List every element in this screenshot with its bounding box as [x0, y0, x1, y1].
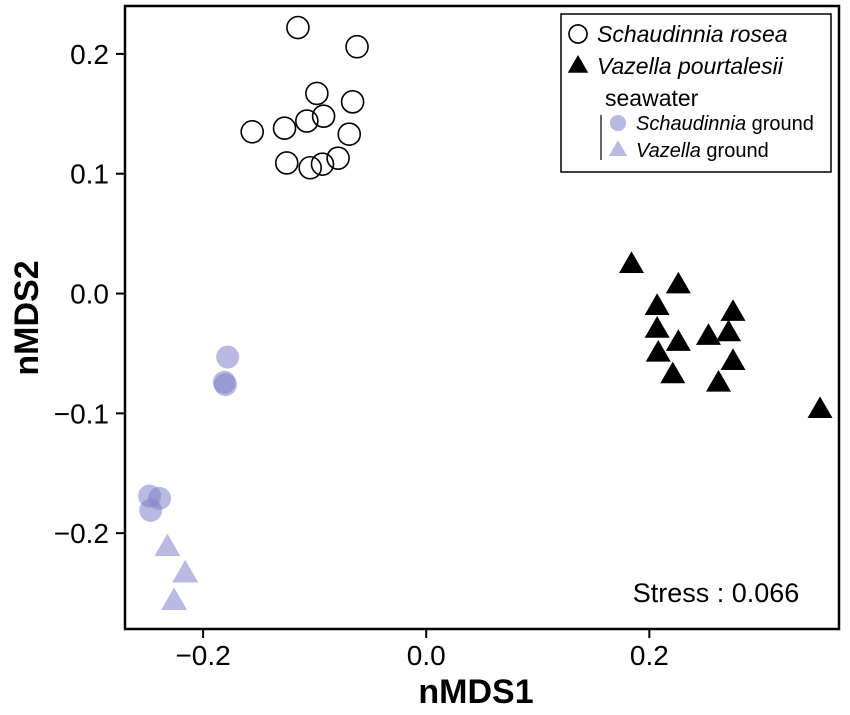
data-point-vazella: [695, 323, 721, 345]
data-point-schaudinnia: [305, 81, 329, 106]
x-axis-title: nMDS1: [418, 673, 533, 710]
data-point-vazella: [716, 319, 742, 342]
data-point-vazella: [618, 251, 644, 274]
data-point-vazella_ground: [154, 533, 181, 557]
data-point-vazella: [807, 396, 833, 418]
series-schaudinnia: [240, 15, 369, 180]
y-tick-label: −0.2: [54, 518, 109, 549]
legend: Schaudinnia rosea Vazella pourtalesii seaw…: [560, 13, 832, 173]
legend-marker-open-circle: [568, 24, 588, 44]
data-point-vazella: [665, 271, 691, 294]
data-point-vazella: [720, 299, 746, 321]
data-point-schaudinnia: [286, 15, 310, 40]
legend-box: [560, 13, 832, 173]
y-tick-label: 0.1: [70, 159, 109, 190]
y-tick-label: −0.1: [54, 398, 109, 429]
data-point-vazella: [644, 316, 670, 338]
stress-annotation: Stress : 0.066: [633, 578, 800, 608]
data-point-schaudinnia: [340, 90, 365, 114]
legend-label: Schaudinnia rosea: [597, 21, 788, 47]
data-point-schaudinnia: [272, 116, 297, 141]
data-point-vazella: [645, 340, 671, 362]
x-tick-label: 0.0: [407, 640, 446, 671]
x-tick-label: −0.2: [175, 640, 230, 671]
data-point-schaudinnia_ground: [213, 373, 237, 397]
axes: −0.2 0.0 0.2 0.2 0.1 0.0 −0.1 −0.2: [54, 39, 669, 671]
plot-frame: [123, 4, 841, 631]
series-vazella: [618, 251, 833, 418]
legend-marker-light-circle: [609, 114, 627, 132]
legend-sub-label: Vazella ground: [636, 140, 769, 162]
x-tick-label: 0.2: [630, 640, 669, 671]
data-point-schaudinnia: [337, 122, 362, 146]
data-point-schaudinnia_ground: [139, 498, 163, 522]
data-point-schaudinnia: [274, 151, 299, 175]
data-point-vazella: [644, 293, 670, 315]
legend-marker-light-triangle: [608, 140, 628, 156]
data-point-schaudinnia: [310, 152, 335, 176]
data-point-vazella: [660, 361, 686, 384]
data-point-vazella_ground: [161, 587, 188, 611]
series-schaudinnia_ground: [138, 345, 240, 522]
data-point-schaudinnia: [326, 146, 350, 170]
legend-group-heading: seawater: [605, 85, 699, 111]
data-point-vazella: [720, 348, 746, 371]
data-point-schaudinnia: [298, 155, 322, 180]
data-marks: [138, 15, 833, 611]
legend-marker-filled-triangle: [567, 54, 589, 73]
data-point-schaudinnia: [295, 109, 319, 133]
y-tick-label: 0.2: [70, 39, 109, 70]
data-point-vazella_ground: [172, 559, 199, 583]
legend-label: Vazella pourtalesii: [597, 53, 784, 79]
data-point-vazella: [706, 369, 732, 392]
data-point-schaudinnia: [345, 34, 369, 59]
legend-sub-label: Schaudinnia ground: [636, 113, 814, 135]
y-tick-label: 0.0: [70, 279, 109, 310]
data-point-schaudinnia: [311, 104, 336, 129]
data-point-vazella: [665, 329, 691, 351]
data-point-schaudinnia: [240, 119, 264, 144]
y-axis-title: nMDS2: [8, 260, 46, 375]
data-point-schaudinnia_ground: [216, 345, 240, 369]
series-vazella_ground: [154, 533, 199, 611]
